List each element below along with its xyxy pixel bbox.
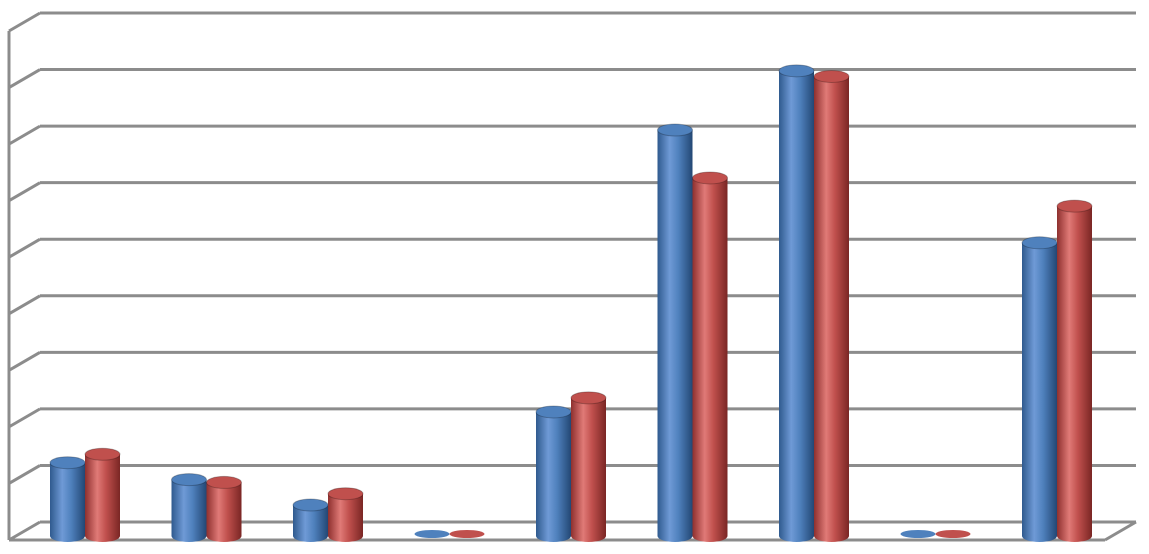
bar-base — [293, 530, 328, 542]
bar-body — [657, 130, 693, 536]
bar — [570, 391, 607, 542]
bar — [813, 69, 850, 542]
bar — [327, 487, 364, 542]
bar-body — [171, 479, 207, 536]
bar-top — [1056, 199, 1093, 213]
bar-body — [206, 482, 242, 536]
bar — [171, 473, 207, 542]
bar — [692, 171, 728, 542]
bar — [206, 475, 242, 542]
bar — [414, 530, 450, 538]
bar-body — [328, 493, 363, 536]
bar-base — [814, 530, 849, 542]
bar-body — [814, 76, 849, 536]
bar-top — [49, 456, 86, 470]
bars — [49, 64, 1093, 542]
bar — [1021, 236, 1058, 542]
bar-top — [292, 498, 329, 512]
bar-body — [536, 411, 571, 536]
bar — [1056, 199, 1093, 542]
gridline-depth — [8, 124, 41, 146]
bar-zero — [900, 530, 936, 538]
bar — [778, 64, 815, 542]
bar-base — [1057, 530, 1092, 542]
bar — [535, 405, 572, 542]
bar-zero — [414, 530, 450, 538]
bar-body — [50, 462, 85, 536]
gridline-depth — [8, 68, 41, 89]
bar-base — [536, 530, 571, 542]
floor-right-edge — [1104, 520, 1137, 542]
bar-base — [85, 530, 120, 542]
bar-top — [1021, 236, 1058, 250]
bar-body — [779, 70, 814, 537]
bar — [657, 123, 693, 542]
gridline-depth — [8, 407, 41, 429]
gridline-depth — [8, 520, 41, 542]
bar-top — [813, 69, 850, 83]
bar — [49, 456, 86, 542]
bar-base — [328, 530, 363, 542]
gridline-depth — [8, 237, 41, 259]
bar — [292, 498, 329, 542]
bar — [935, 530, 971, 538]
bar-base — [171, 530, 207, 542]
bar-base — [779, 530, 814, 542]
gridline-depth — [8, 351, 41, 372]
bar-body — [1057, 206, 1092, 536]
bar — [449, 530, 485, 538]
bar-base — [1022, 530, 1057, 542]
bar-top — [657, 123, 693, 137]
bar-top — [535, 405, 572, 419]
bar-base — [206, 530, 242, 542]
bar-top — [206, 475, 242, 489]
gridline-depth — [8, 11, 41, 33]
gridline-depth — [8, 181, 41, 202]
bar — [900, 530, 936, 538]
bar-top — [171, 473, 207, 487]
bar-top — [84, 447, 121, 461]
gridline-depth — [8, 294, 41, 316]
bar-body — [692, 177, 728, 537]
bar-body — [571, 397, 606, 536]
bar-top — [570, 391, 607, 405]
bar-top — [692, 171, 728, 185]
bar-body — [1022, 242, 1057, 536]
bar-zero — [449, 530, 485, 538]
gridline-depth — [8, 464, 41, 485]
bar-top — [778, 64, 815, 78]
bar-top — [327, 487, 364, 501]
bar-base — [657, 530, 693, 542]
bar-base — [692, 530, 728, 542]
bar-zero — [935, 530, 971, 538]
bar — [84, 447, 121, 542]
bar-base — [571, 530, 606, 542]
bar-base — [50, 530, 85, 542]
bar-body — [85, 454, 120, 536]
